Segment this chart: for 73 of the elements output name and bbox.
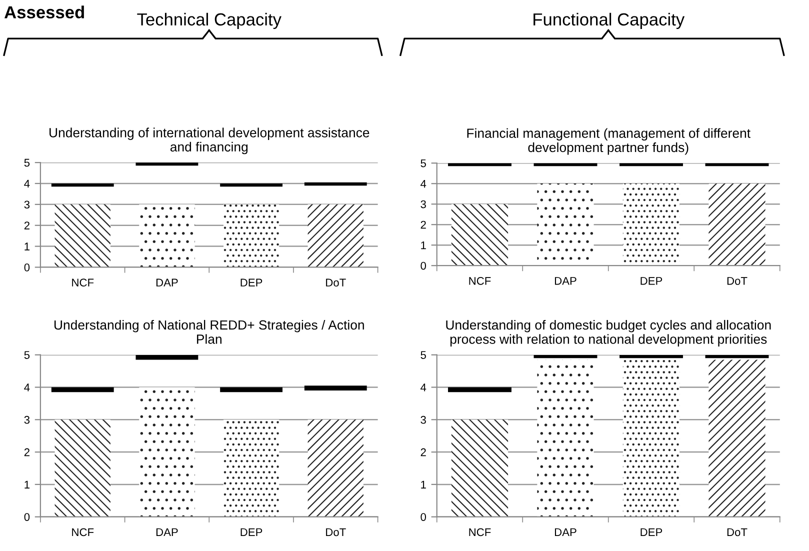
- y-tick-label: 0: [420, 262, 426, 270]
- x-tick-label: DAP: [156, 278, 178, 286]
- x-tick-label: NCF: [72, 528, 94, 536]
- x-tick-label: NCF: [469, 276, 491, 285]
- text: Assessed: [4, 6, 84, 18]
- bar: [304, 386, 367, 390]
- y-tick-label: 5: [420, 159, 426, 168]
- x-tick-label: DAP: [554, 277, 576, 285]
- bar: [537, 360, 594, 517]
- y-tick-label: 3: [420, 200, 426, 208]
- y-tick-label: 0: [24, 264, 30, 272]
- bar: [620, 354, 683, 358]
- bar: [51, 387, 114, 392]
- bar: [308, 204, 364, 268]
- y-tick-label: 5: [24, 158, 30, 167]
- bar: [54, 420, 110, 517]
- bar: [223, 420, 280, 517]
- bar: [136, 162, 198, 166]
- bar: [54, 204, 110, 268]
- text: Technical Capacity: [137, 12, 282, 30]
- bar: [622, 360, 680, 517]
- y-tick-label: 5: [420, 351, 426, 359]
- bar: [220, 387, 282, 392]
- y-tick-label: 5: [24, 351, 30, 359]
- y-tick-label: 2: [420, 220, 426, 229]
- bar: [451, 204, 508, 266]
- x-tick-label: DEP: [640, 528, 662, 536]
- bar: [705, 354, 769, 358]
- y-tick-label: 4: [24, 384, 30, 392]
- x-tick-label: DoT: [326, 278, 346, 287]
- x-tick-label: DEP: [240, 528, 262, 536]
- x-tick-label: NCF: [469, 528, 491, 536]
- x-tick-label: DAP: [156, 528, 178, 536]
- y-tick-label: 2: [24, 448, 30, 456]
- bar: [708, 360, 766, 517]
- y-tick-label: 3: [420, 416, 426, 424]
- bar: [448, 387, 512, 392]
- bar: [308, 420, 364, 517]
- y-tick-label: 4: [420, 180, 426, 188]
- bar: [220, 183, 282, 187]
- y-tick-label: 4: [420, 384, 426, 392]
- y-tick-label: 1: [24, 480, 30, 488]
- y-tick-label: 0: [24, 513, 30, 521]
- x-tick-label: DAP: [554, 528, 576, 536]
- bar: [304, 182, 367, 186]
- y-tick-label: 1: [421, 480, 426, 488]
- x-tick-label: DEP: [240, 278, 262, 286]
- x-tick-label: DoT: [326, 528, 346, 536]
- chart-title: Understanding of international development assistance and financing: [50, 128, 370, 154]
- bar: [223, 204, 280, 268]
- bar: [139, 204, 195, 268]
- bar: [534, 354, 598, 358]
- chart-title: Understanding of domestic budget cycles and allocation process with relation to national development priorities: [446, 320, 771, 346]
- x-tick-label: DoT: [727, 528, 748, 536]
- bar: [139, 387, 195, 517]
- x-tick-label: DEP: [640, 277, 662, 285]
- text: Functional Capacity: [534, 12, 685, 30]
- y-tick-label: 3: [24, 416, 30, 424]
- y-tick-label: 2: [420, 448, 426, 456]
- y-tick-label: 1: [421, 241, 426, 250]
- y-tick-label: 0: [420, 513, 426, 521]
- x-tick-label: NCF: [72, 278, 94, 287]
- chart-title: Financial management (management of different development partner funds): [467, 128, 750, 155]
- y-tick-label: 2: [24, 222, 30, 230]
- y-tick-label: 4: [24, 180, 30, 188]
- chart-title: Understanding of National REDD+ Strategies / Action Plan: [54, 320, 364, 344]
- x-tick-label: DoT: [727, 277, 748, 285]
- bar: [451, 420, 508, 517]
- bar: [708, 184, 766, 266]
- y-tick-label: 3: [24, 200, 30, 209]
- bar: [136, 354, 198, 360]
- bar: [51, 183, 114, 187]
- y-tick-label: 1: [24, 242, 30, 250]
